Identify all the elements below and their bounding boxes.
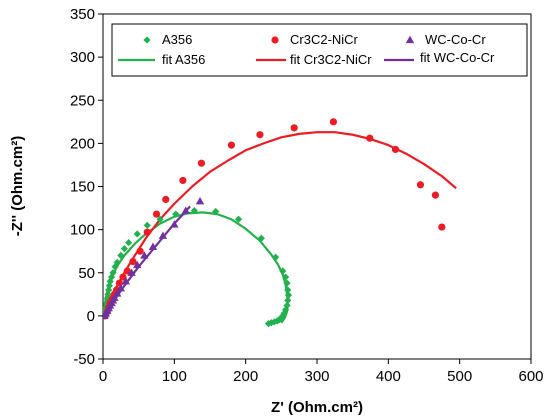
point-a356-39	[270, 318, 278, 326]
y-tick-label-50: -50	[73, 351, 95, 368]
point-cr3c2-nicr-11	[136, 247, 144, 255]
point-cr3c2-nicr-8	[119, 273, 127, 281]
legend-box	[111, 23, 528, 77]
point-a356-11	[111, 263, 119, 271]
point-a356-23	[257, 234, 265, 242]
point-a356-20	[190, 207, 198, 215]
legend-symbols	[118, 35, 415, 62]
point-a356-26	[282, 273, 290, 281]
point-wc-co-cr-15	[158, 231, 168, 239]
series-group	[103, 118, 457, 328]
point-wc-co-cr-13	[140, 251, 149, 259]
legend-label-a356: A356	[162, 32, 192, 47]
point-cr3c2-nicr-16	[197, 159, 206, 167]
point-wc-co-cr-16	[170, 220, 179, 228]
point-a356-27	[283, 279, 291, 287]
point-a356-19	[172, 210, 180, 218]
y-tick-label-300: 300	[70, 49, 95, 66]
point-a356-41	[264, 320, 273, 328]
legend-label-wc-co-cr: WC-Co-Cr	[425, 32, 486, 47]
point-a356-17	[143, 221, 151, 229]
point-cr3c2-nicr-15	[179, 176, 187, 185]
point-cr3c2-nicr-7	[115, 279, 124, 287]
point-a356-22	[234, 215, 243, 223]
point-a356-15	[125, 238, 133, 247]
point-a356-21	[212, 207, 220, 216]
legend-marker-cr3c2-nicr	[271, 36, 279, 44]
point-wc-co-cr-10	[121, 277, 131, 285]
point-cr3c2-nicr-22	[391, 145, 400, 154]
legend-marker-a356	[143, 36, 151, 44]
point-wc-co-cr-8	[113, 289, 122, 297]
point-wc-co-cr-18	[195, 196, 205, 205]
x-tick-label-0: 0	[99, 368, 107, 385]
x-tick-label-200: 200	[233, 368, 258, 385]
legend-label-fit-wc-co-cr: fit WC-Co-Cr	[420, 50, 495, 65]
y-tick-label-250: 250	[70, 92, 95, 109]
point-a356-16	[133, 230, 141, 238]
point-a356-30	[284, 296, 292, 304]
point-a356-18	[156, 215, 164, 223]
point-cr3c2-nicr-13	[152, 210, 161, 218]
point-a356-25	[279, 267, 287, 275]
legend: A356 Cr3C2-NiCr WC-Co-Cr fit A356 fit Cr…	[111, 23, 528, 77]
legend-marker-wc-co-cr	[405, 35, 415, 44]
point-cr3c2-nicr-9	[123, 267, 131, 275]
x-axis-title: Z' (Ohm.cm²)	[271, 399, 363, 416]
point-a356-12	[113, 258, 121, 266]
point-wc-co-cr-9	[116, 284, 126, 292]
point-cr3c2-nicr-24	[431, 191, 440, 199]
y-tick-label-0: 0	[87, 308, 95, 325]
point-cr3c2-nicr-25	[438, 223, 446, 231]
point-a356-10	[109, 269, 117, 277]
point-cr3c2-nicr-10	[129, 257, 137, 266]
point-a356-24	[272, 253, 280, 261]
legend-label-cr3c2-nicr: Cr3C2-NiCr	[290, 32, 359, 47]
y-tick-label-100: 100	[70, 222, 95, 239]
point-a356-13	[117, 251, 125, 260]
point-wc-co-cr-11	[127, 268, 136, 276]
x-tick-label-500: 500	[447, 368, 472, 385]
point-wc-co-cr-17	[181, 206, 190, 214]
y-tick-label-350: 350	[70, 6, 95, 23]
point-a356-33	[280, 309, 288, 317]
point-wc-co-cr-14	[148, 242, 158, 251]
point-a356-29	[284, 291, 293, 299]
point-a356-38	[273, 317, 281, 325]
series-layer	[103, 118, 457, 328]
point-cr3c2-nicr-20	[329, 118, 338, 126]
point-cr3c2-nicr-12	[143, 228, 151, 236]
point-wc-co-cr-7	[110, 293, 119, 301]
x-tick-label-300: 300	[304, 368, 329, 385]
point-cr3c2-nicr-14	[162, 195, 170, 204]
point-a356-14	[120, 245, 128, 253]
point-cr3c2-nicr-21	[366, 134, 374, 142]
point-cr3c2-nicr-19	[290, 124, 298, 132]
y-tick-label-200: 200	[70, 135, 95, 152]
legend-label-fit-cr3c2-nicr: fit Cr3C2-NiCr	[290, 52, 372, 67]
x-tick-label-100: 100	[162, 368, 187, 385]
y-tick-label-50: 50	[78, 265, 95, 282]
y-tick-label-150: 150	[70, 179, 95, 196]
y-axis-title: -Z'' (Ohm.cm²)	[9, 136, 26, 236]
legend-label-fit-a356: fit A356	[162, 52, 205, 67]
point-a356-40	[267, 319, 275, 327]
point-cr3c2-nicr-18	[256, 131, 264, 139]
point-cr3c2-nicr-17	[227, 141, 235, 149]
x-tick-label-400: 400	[376, 368, 401, 385]
point-cr3c2-nicr-23	[416, 181, 425, 189]
point-wc-co-cr-12	[133, 260, 142, 269]
point-a356-28	[284, 286, 292, 294]
point-a356-31	[283, 301, 291, 310]
x-tick-label-600: 600	[518, 368, 543, 385]
ticks-layer: 0 100 200 300 400 500 600-50050100150200250300…	[70, 6, 544, 385]
